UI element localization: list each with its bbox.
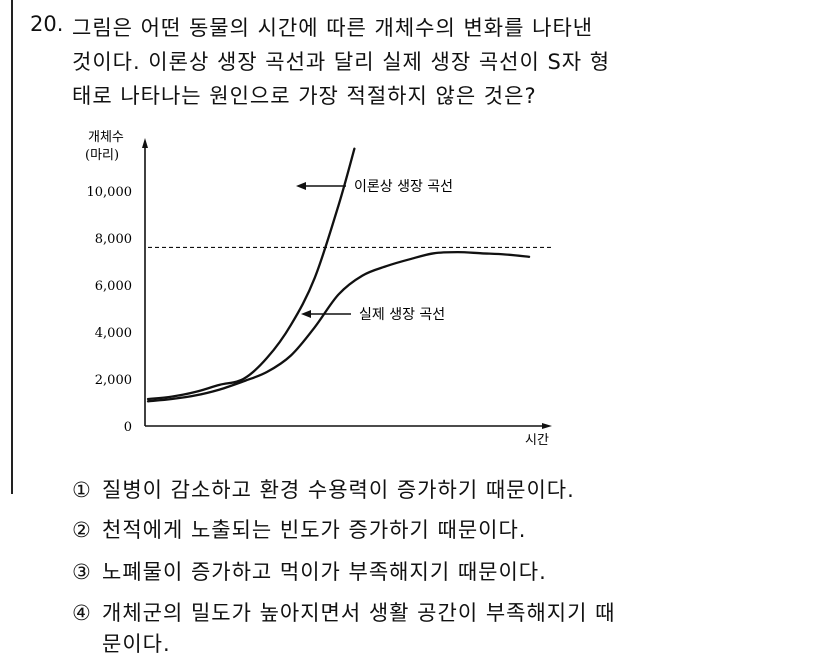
- question-text-line-1: 그림은 어떤 동물의 시간에 따른 개체수의 변화를 나타낸: [72, 16, 594, 40]
- actual-curve-label: 실제 생장 곡선: [359, 307, 445, 323]
- y-tick-label-4: 8,000: [95, 232, 132, 247]
- x-axis-arrow: [542, 423, 552, 429]
- choice-4-text-continued: 문이다.: [102, 632, 171, 656]
- theory-curve-label: 이론상 생장 곡선: [354, 179, 453, 195]
- choice-2[interactable]: ② 천적에게 노출되는 빈도가 증가하기 때문이다.: [72, 514, 526, 544]
- y-tick-label-2: 4,000: [95, 326, 132, 341]
- growth-curve-chart: 개체수 (마리) 시간 02,0004,0006,0008,00010,000 …: [85, 130, 552, 448]
- left-border-line: [11, 0, 13, 494]
- choice-4[interactable]: ④ 개체군의 밀도가 높아지면서 생활 공간이 부족해지기 때: [72, 597, 615, 627]
- actual-growth-curve: [146, 250, 531, 403]
- y-tick-label-5: 10,000: [87, 185, 133, 200]
- x-axis-label: 시간: [525, 433, 549, 448]
- question-text-line-2: 것이다. 이론상 생장 곡선과 달리 실제 생장 곡선이 S자 형: [72, 50, 611, 74]
- y-axis-arrow: [142, 138, 148, 148]
- question-text-line-3: 태로 나타나는 원인으로 가장 적절하지 않은 것은?: [72, 84, 537, 108]
- choice-4-mark: ④: [72, 601, 92, 625]
- choice-3-text: 노폐물이 증가하고 먹이가 부족해지기 때문이다.: [102, 560, 547, 584]
- choice-1[interactable]: ① 질병이 감소하고 환경 수용력이 증가하기 때문이다.: [72, 474, 575, 504]
- y-tick-label-0: 0: [124, 420, 132, 435]
- theory-curve-pointer-arrow: [296, 182, 306, 190]
- choice-2-text: 천적에게 노출되는 빈도가 증가하기 때문이다.: [102, 518, 527, 542]
- choice-1-mark: ①: [72, 478, 92, 502]
- choice-4-text: 개체군의 밀도가 높아지면서 생활 공간이 부족해지기 때: [102, 601, 616, 625]
- choice-2-mark: ②: [72, 518, 92, 542]
- y-axis-label-line-1: 개체수: [88, 130, 124, 145]
- y-axis-label-line-2: (마리): [85, 148, 119, 163]
- choice-3-mark: ③: [72, 560, 92, 584]
- y-tick-label-1: 2,000: [95, 373, 132, 388]
- chart-axes: [142, 138, 552, 429]
- theory-growth-curve: [146, 147, 356, 401]
- choice-3[interactable]: ③ 노폐물이 증가하고 먹이가 부족해지기 때문이다.: [72, 556, 547, 586]
- y-tick-label-3: 6,000: [95, 279, 132, 294]
- actual-curve-pointer-arrow: [301, 310, 311, 318]
- question-number: 20.: [30, 12, 64, 36]
- choice-1-text: 질병이 감소하고 환경 수용력이 증가하기 때문이다.: [102, 478, 575, 502]
